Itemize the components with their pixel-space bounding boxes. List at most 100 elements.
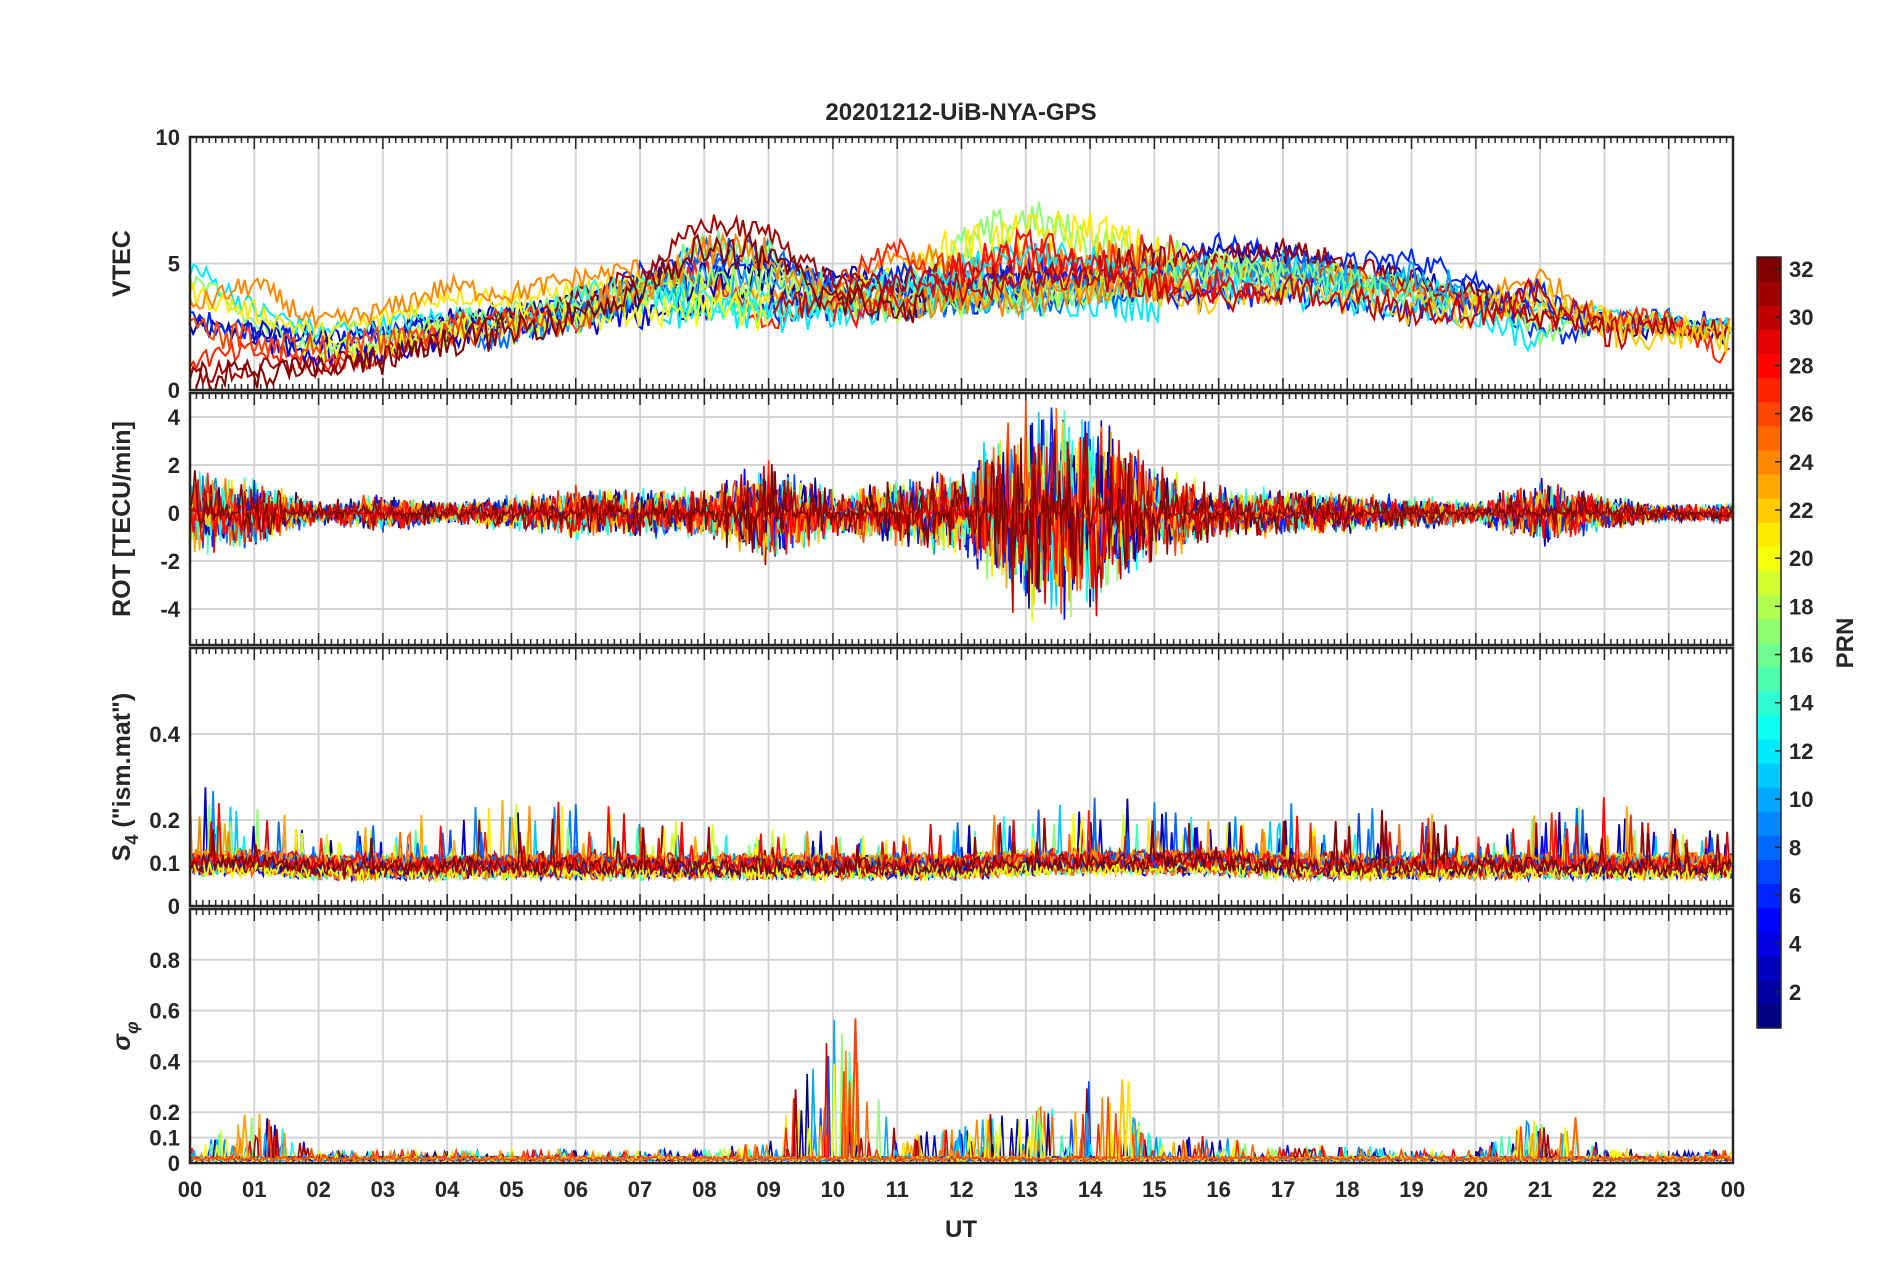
x-tick-label: 03 <box>371 1177 395 1202</box>
x-tick-label: 06 <box>564 1177 588 1202</box>
colorbar-tick-label: 2 <box>1789 980 1801 1005</box>
x-tick-label: 21 <box>1528 1177 1552 1202</box>
colorbar-tick-label: 8 <box>1789 835 1801 860</box>
series-line-prn-24 <box>596 232 1184 320</box>
colorbar-tick-label: 32 <box>1789 257 1813 282</box>
x-tick-label: 05 <box>499 1177 523 1202</box>
y-tick-label: 0.1 <box>149 851 180 876</box>
y-tick-label: 0.6 <box>149 999 180 1024</box>
y-tick-label: 0 <box>168 501 180 526</box>
y-tick-label: -2 <box>160 549 180 574</box>
y-tick-label: -4 <box>160 597 180 622</box>
spike <box>851 1018 860 1158</box>
spike <box>1034 1107 1043 1158</box>
series-line-prn-6 <box>761 260 1587 331</box>
colorbar-segment <box>1757 618 1781 644</box>
x-tick-label: 23 <box>1656 1177 1680 1202</box>
y-tick-label: 0 <box>168 1151 180 1176</box>
y-tick-label: 0.2 <box>149 1100 180 1125</box>
y-tick-label: 0.8 <box>149 948 180 973</box>
x-tick-label: 18 <box>1335 1177 1359 1202</box>
data-traces <box>189 786 1732 884</box>
colorbar-tick-label: 4 <box>1789 932 1802 957</box>
y-tick-label: 4 <box>168 405 181 430</box>
y-tick-label: 0 <box>168 894 180 919</box>
colorbar-tick-label: 10 <box>1789 787 1813 812</box>
colorbar-segment <box>1757 666 1781 692</box>
x-axis-label: UT <box>945 1216 977 1243</box>
x-tick-label: 17 <box>1271 1177 1295 1202</box>
y-tick-label: 10 <box>156 125 180 150</box>
colorbar-segment <box>1757 907 1781 933</box>
colorbar-segment <box>1757 811 1781 836</box>
plot-frame <box>188 907 1735 1165</box>
y-tick-label: 2 <box>168 453 180 478</box>
colorbar-tick-label: 14 <box>1789 691 1814 716</box>
spike <box>1124 1081 1133 1158</box>
data-traces <box>189 400 1734 623</box>
colorbar-tick-label: 24 <box>1789 450 1814 475</box>
colorbar-segment <box>1757 714 1781 740</box>
plot-frame <box>188 646 1735 908</box>
spike <box>1571 1117 1580 1158</box>
colorbar-tick-label: 18 <box>1789 594 1813 619</box>
colorbar-tick-label: 30 <box>1789 305 1813 330</box>
colorbar-tick-label: 20 <box>1789 546 1813 571</box>
colorbar-segment <box>1757 473 1781 499</box>
series-line-prn-32 <box>189 810 1732 878</box>
y-tick-label: 0 <box>168 378 180 403</box>
x-tick-label: 22 <box>1592 1177 1616 1202</box>
series-line-prn-10 <box>528 255 1469 341</box>
y-axis-label: σφ <box>108 1021 142 1051</box>
colorbar-segment <box>1757 522 1781 547</box>
data-traces <box>189 1018 1732 1164</box>
colorbar-tick-label: 16 <box>1789 643 1813 668</box>
x-axis-tick-labels: 00 01 02 03 04 05 06 07 08 09 10 11 12 13 14 15 16 17 18 19… <box>178 1177 1745 1202</box>
colorbar-segment <box>1757 329 1781 354</box>
panel-s4: 0 0.1 0.2 0.4 S4 ("ism.mat") <box>108 646 1735 919</box>
y-tick-label: 5 <box>168 252 180 277</box>
y-tick-label: 0.2 <box>149 808 180 833</box>
x-tick-label: 10 <box>821 1177 845 1202</box>
colorbar-tick-label: 6 <box>1789 883 1801 908</box>
x-tick-label: 19 <box>1399 1177 1423 1202</box>
x-tick-label: 11 <box>886 1177 909 1202</box>
colorbar-tick-label: 22 <box>1789 498 1813 523</box>
figure-title: 20201212-UiB-NYA-GPS <box>825 99 1096 126</box>
colorbar-segment <box>1757 570 1781 595</box>
series-line-prn-30 <box>772 264 1630 351</box>
x-tick-label: 12 <box>949 1177 973 1202</box>
series-line-prn-28 <box>189 797 1732 876</box>
colorbar-segment <box>1757 377 1781 403</box>
x-tick-label: 15 <box>1142 1177 1166 1202</box>
series-line-prn-26 <box>190 1071 1732 1164</box>
panel-rot: -4 -2 0 2 4 ROT [TECU/min] <box>108 391 1735 647</box>
colorbar-segment <box>1757 955 1781 981</box>
x-tick-label: 13 <box>1014 1177 1038 1202</box>
colorbar-tick-label: 28 <box>1789 353 1813 378</box>
series-line-prn-32 <box>195 230 927 392</box>
y-tick-label: 0.4 <box>149 722 180 747</box>
x-tick-label: 08 <box>692 1177 716 1202</box>
x-tick-label: 07 <box>628 1177 652 1202</box>
x-tick-label: 00 <box>178 1177 202 1202</box>
spike <box>1118 1079 1127 1158</box>
y-axis-label: ROT [TECU/min] <box>108 421 136 617</box>
x-tick-label: 04 <box>435 1177 460 1202</box>
panel-sigma-phi: 00.10.2 0.4 0.6 0.8 σφ <box>108 907 1735 1176</box>
colorbar-segment <box>1757 859 1781 885</box>
x-tick-label: 00 <box>1721 1177 1745 1202</box>
colorbar-segment <box>1757 425 1781 451</box>
colorbar-tick-label: 26 <box>1789 402 1813 427</box>
x-tick-label: 16 <box>1206 1177 1230 1202</box>
colorbar-segment <box>1757 281 1781 306</box>
x-tick-label: 01 <box>242 1177 266 1202</box>
x-tick-label: 02 <box>306 1177 330 1202</box>
panel-vtec: 0 5 10 VTEC <box>108 125 1735 403</box>
colorbar-segment <box>1757 762 1781 788</box>
colorbar-label: PRN <box>1832 618 1859 669</box>
plot-frame <box>188 391 1735 647</box>
y-axis-label: S4 ("ism.mat") <box>108 693 142 862</box>
